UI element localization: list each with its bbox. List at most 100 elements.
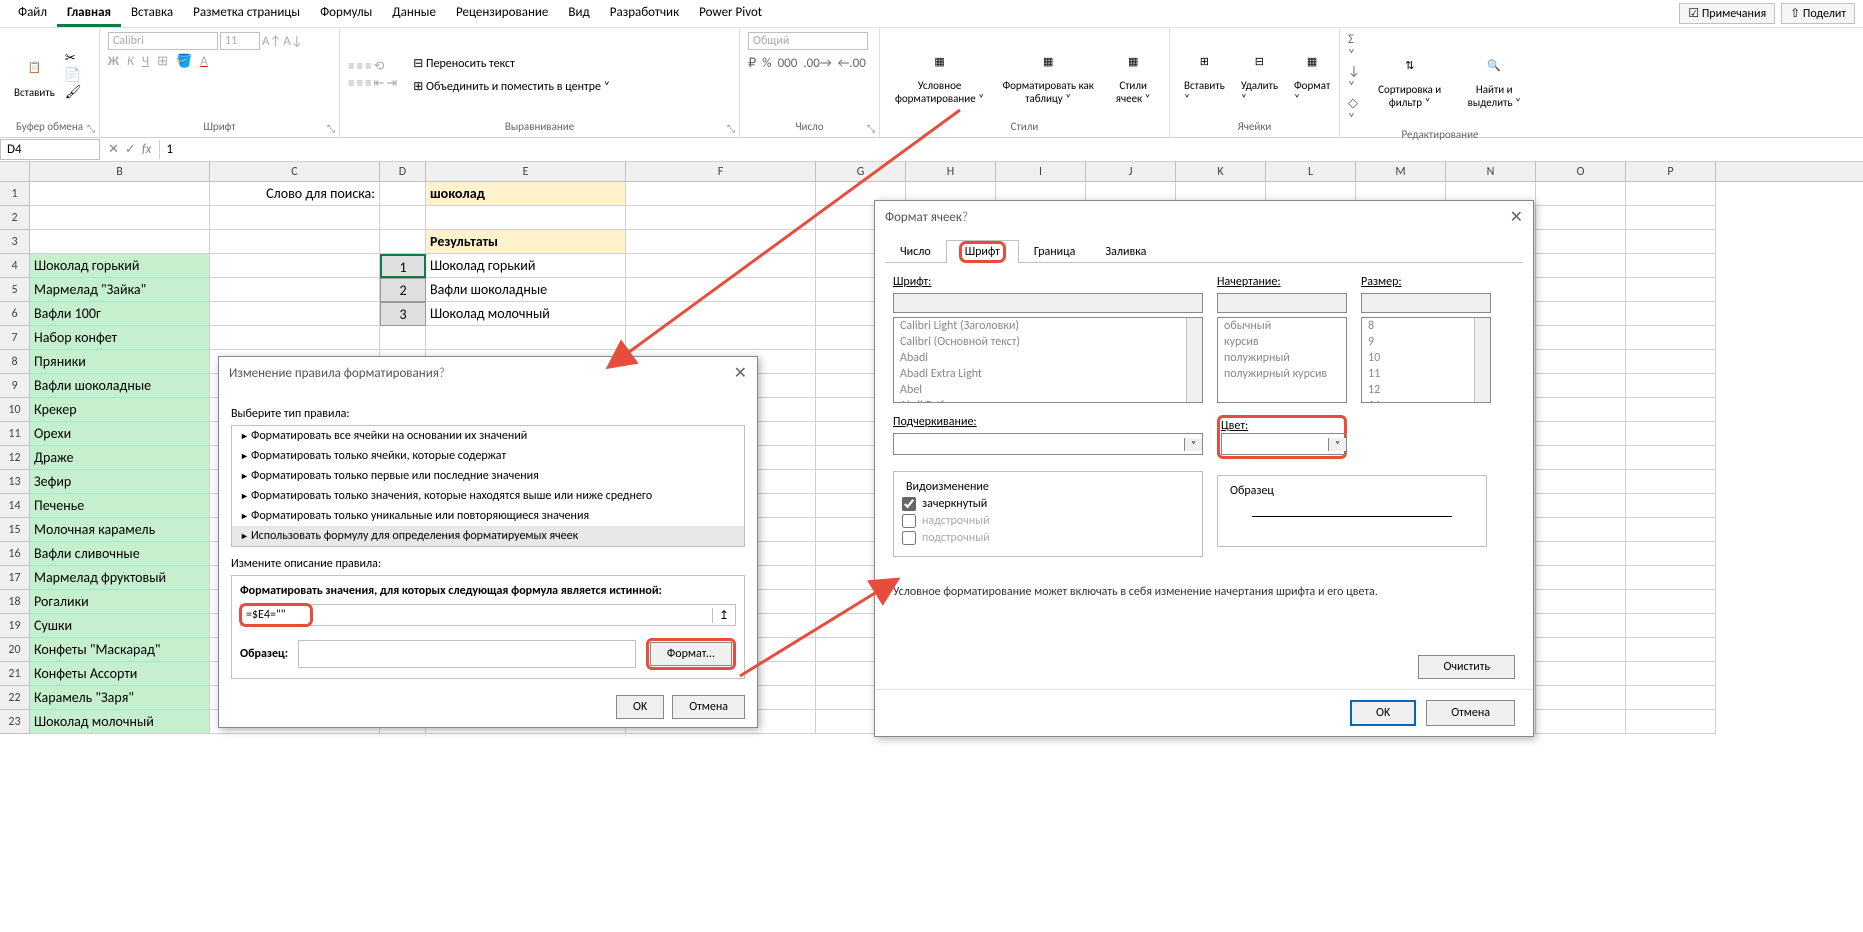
align-top-icon[interactable]: ≡	[348, 59, 354, 74]
align-launcher-icon[interactable]: ⤡	[727, 122, 735, 135]
cell[interactable]	[1626, 278, 1716, 302]
cell[interactable]	[626, 254, 816, 278]
cell[interactable]	[1626, 446, 1716, 470]
rule-item[interactable]: Форматировать только первые или последни…	[232, 466, 744, 486]
cell[interactable]	[30, 206, 210, 230]
rule-item[interactable]: Форматировать только ячейки, которые сод…	[232, 446, 744, 466]
menu-tab-3[interactable]: Разметка страницы	[183, 1, 310, 27]
menu-tab-1[interactable]: Главная	[57, 1, 121, 27]
font-list[interactable]: Calibri Light (Заголовки)Calibri (Основн…	[893, 317, 1203, 403]
number-format-combo[interactable]: Общий	[748, 32, 868, 50]
cell[interactable]	[1626, 614, 1716, 638]
font-name-combo[interactable]: Calibri	[108, 32, 218, 50]
cell[interactable]: Конфеты "Маскарад"	[30, 638, 210, 662]
cell[interactable]	[210, 302, 380, 326]
cell[interactable]	[1536, 614, 1626, 638]
cancel-formula-icon[interactable]: ✕	[108, 142, 119, 157]
cell[interactable]	[626, 206, 816, 230]
row-header[interactable]: 18	[0, 590, 30, 614]
fx-icon[interactable]: fx	[142, 142, 152, 157]
list-item[interactable]: 8	[1362, 318, 1490, 334]
cell[interactable]	[210, 326, 380, 350]
cell[interactable]	[210, 278, 380, 302]
clear-icon[interactable]: ◇ ˅	[1348, 96, 1363, 126]
menu-tab-5[interactable]: Данные	[382, 1, 446, 27]
sort-filter-button[interactable]: ⇅ Сортировка и фильтр ˅	[1367, 47, 1453, 111]
cell[interactable]	[426, 326, 626, 350]
col-header[interactable]: K	[1176, 162, 1266, 181]
cell[interactable]: Слово для поиска:	[210, 182, 380, 206]
cell[interactable]: Мармелад "Зайка"	[30, 278, 210, 302]
row-header[interactable]: 9	[0, 374, 30, 398]
cell[interactable]	[380, 230, 426, 254]
italic-icon[interactable]: К	[127, 54, 134, 69]
cell[interactable]: шоколад	[426, 182, 626, 206]
increase-font-icon[interactable]: A↑	[262, 34, 281, 49]
cell[interactable]: 1	[380, 254, 426, 278]
cell[interactable]	[1626, 230, 1716, 254]
cell[interactable]	[210, 206, 380, 230]
clear-button[interactable]: Очистить	[1418, 655, 1515, 679]
format-button[interactable]: Формат...	[650, 642, 732, 666]
strikethrough-check[interactable]: зачеркнутый	[902, 497, 1194, 511]
format-tab[interactable]: Заливка	[1090, 240, 1161, 263]
cell[interactable]	[1626, 710, 1716, 734]
cell[interactable]	[1536, 446, 1626, 470]
rule-item[interactable]: Форматировать только значения, которые н…	[232, 486, 744, 506]
cell[interactable]	[1626, 254, 1716, 278]
cell[interactable]	[1536, 542, 1626, 566]
list-item[interactable]: полужирный	[1218, 350, 1346, 366]
col-header[interactable]: P	[1626, 162, 1716, 181]
percent-icon[interactable]: %	[762, 56, 771, 71]
cell[interactable]: Шоколад горький	[30, 254, 210, 278]
decimal-dec-icon[interactable]: ←.00	[838, 56, 866, 71]
copy-icon[interactable]: 📄	[65, 68, 82, 83]
color-combo[interactable]: ˅	[1221, 433, 1347, 455]
row-header[interactable]: 13	[0, 470, 30, 494]
list-item[interactable]: Abril Fatface	[894, 398, 1202, 403]
font-size-input[interactable]	[1361, 293, 1491, 313]
cell[interactable]	[30, 230, 210, 254]
font-launcher-icon[interactable]: ⤡	[327, 122, 335, 135]
cell[interactable]	[380, 206, 426, 230]
formula-input[interactable]: 1	[159, 140, 1863, 159]
cell[interactable]	[380, 182, 426, 206]
number-launcher-icon[interactable]: ⤡	[867, 122, 875, 135]
wrap-text-button[interactable]: ⊟ Переносить текст	[413, 56, 610, 71]
align-center-icon[interactable]: ≡	[356, 76, 362, 91]
cell[interactable]: Драже	[30, 446, 210, 470]
col-header[interactable]	[0, 162, 30, 181]
fill-color-icon[interactable]: 🪣	[176, 54, 192, 69]
cell[interactable]: Вафли шоколадные	[426, 278, 626, 302]
cell[interactable]	[1626, 302, 1716, 326]
delete-cells-button[interactable]: ⊟ Удалить ˅	[1235, 43, 1284, 107]
list-item[interactable]: Abel	[894, 382, 1202, 398]
subscript-check[interactable]: подстрочный	[902, 531, 1194, 545]
cell[interactable]	[1536, 590, 1626, 614]
list-item[interactable]: 10	[1362, 350, 1490, 366]
cell[interactable]: Печенье	[30, 494, 210, 518]
cell[interactable]: Мармелад фруктовый	[30, 566, 210, 590]
row-header[interactable]: 20	[0, 638, 30, 662]
cell[interactable]: Вафли 100г	[30, 302, 210, 326]
font-size-combo[interactable]: 11	[220, 32, 260, 50]
cell[interactable]	[1626, 686, 1716, 710]
cell[interactable]: Крекер	[30, 398, 210, 422]
format-as-table-button[interactable]: ▦ Форматировать как таблицу ˅	[995, 43, 1101, 107]
cell[interactable]: Шоколад молочный	[426, 302, 626, 326]
row-header[interactable]: 11	[0, 422, 30, 446]
row-header[interactable]: 14	[0, 494, 30, 518]
rule-item[interactable]: Форматировать все ячейки на основании их…	[232, 426, 744, 446]
cell[interactable]	[1626, 374, 1716, 398]
cell[interactable]	[626, 326, 816, 350]
cell[interactable]: Вафли сливочные	[30, 542, 210, 566]
font-color-icon[interactable]: А	[200, 54, 208, 69]
list-item[interactable]: обычный	[1218, 318, 1346, 334]
cell[interactable]	[1536, 518, 1626, 542]
align-right-icon[interactable]: ≡	[365, 76, 371, 91]
row-header[interactable]: 8	[0, 350, 30, 374]
row-header[interactable]: 12	[0, 446, 30, 470]
cell[interactable]: Набор конфет	[30, 326, 210, 350]
rule-type-list[interactable]: Форматировать все ячейки на основании их…	[231, 425, 745, 547]
list-item[interactable]: Calibri Light (Заголовки)	[894, 318, 1202, 334]
